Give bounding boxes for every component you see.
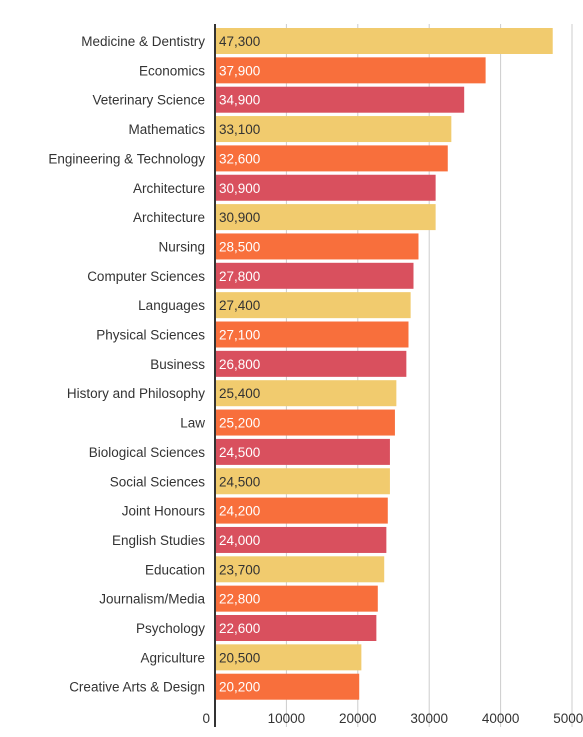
bar-value-label: 24,000 (219, 533, 260, 548)
bar-value-label: 24,500 (219, 474, 260, 489)
category-label: Architecture (133, 181, 205, 196)
bar-value-label: 28,500 (219, 239, 260, 254)
x-tick-label: 30000 (410, 711, 448, 726)
x-tick-label: 40000 (482, 711, 520, 726)
category-label: Mathematics (128, 122, 205, 137)
category-label: Nursing (158, 239, 205, 254)
bar (215, 57, 486, 84)
category-label: English Studies (112, 533, 205, 548)
bar-value-label: 34,900 (219, 93, 260, 108)
bar-value-label: 25,400 (219, 386, 260, 401)
bar (215, 262, 414, 289)
category-label: Economics (139, 63, 205, 78)
bar-value-label: 33,100 (219, 122, 260, 137)
bar-value-label: 47,300 (219, 34, 260, 49)
bar (215, 644, 362, 671)
bar-value-label: 24,200 (219, 504, 260, 519)
bar (215, 497, 388, 524)
category-label: Creative Arts & Design (69, 680, 205, 695)
bar (215, 145, 448, 172)
x-tick-label: 20000 (339, 711, 377, 726)
category-label: Biological Sciences (89, 445, 206, 460)
category-label: Psychology (136, 621, 205, 636)
bar (215, 585, 378, 612)
category-label: Engineering & Technology (48, 151, 205, 166)
bar-value-label: 26,800 (219, 357, 260, 372)
bars: 47,300 37,900 34,900 33,100 32,600 30,900 30,9… (215, 28, 553, 700)
x-axis-ticks: 0 10000 20000 30000 40000 50000 (202, 711, 583, 726)
category-label: Physical Sciences (96, 328, 205, 343)
bar (215, 673, 360, 700)
category-label: Computer Sciences (87, 269, 205, 284)
bar (215, 409, 395, 436)
bar-value-label: 32,600 (219, 151, 260, 166)
bar-value-label: 27,100 (219, 328, 260, 343)
bar (215, 292, 411, 319)
bar-value-label: 22,800 (219, 592, 260, 607)
bar (215, 556, 385, 583)
bar-value-label: 23,700 (219, 562, 260, 577)
bar-value-label: 22,600 (219, 621, 260, 636)
category-label: Social Sciences (110, 474, 206, 489)
bar-value-label: 30,900 (219, 210, 260, 225)
bar (215, 174, 436, 201)
bar (215, 86, 465, 113)
category-label: Medicine & Dentistry (81, 34, 205, 49)
bar (215, 28, 553, 54)
bar-value-label: 30,900 (219, 181, 260, 196)
category-label: Education (145, 562, 205, 577)
bar-value-label: 27,400 (219, 298, 260, 313)
bar (215, 321, 409, 348)
bar (215, 380, 397, 407)
category-label: Joint Honours (122, 504, 206, 519)
category-label: Agriculture (140, 650, 205, 665)
category-label: Journalism/Media (99, 592, 205, 607)
bar (215, 116, 452, 143)
bar (215, 468, 390, 495)
bar-value-label: 24,500 (219, 445, 260, 460)
bar (215, 615, 377, 641)
bar (215, 438, 390, 465)
x-tick-label: 10000 (268, 711, 306, 726)
bar-value-label: 37,900 (219, 63, 260, 78)
category-label: Veterinary Science (92, 93, 205, 108)
bar-value-label: 27,800 (219, 269, 260, 284)
category-label: Architecture (133, 210, 205, 225)
x-tick-label: 50000 (553, 711, 583, 726)
bar-value-label: 20,200 (219, 680, 260, 695)
category-label: Languages (138, 298, 205, 313)
bar (215, 233, 419, 260)
category-label: Law (180, 416, 205, 431)
category-label: History and Philosophy (67, 386, 205, 401)
bar-value-label: 25,200 (219, 416, 260, 431)
bar (215, 526, 387, 553)
category-labels: Medicine & Dentistry Economics Veterinary … (48, 34, 205, 695)
x-tick-label: 0 (202, 711, 210, 726)
category-label: Business (150, 357, 205, 372)
bar (215, 204, 436, 231)
bar-value-label: 20,500 (219, 650, 260, 665)
bar (215, 350, 407, 377)
